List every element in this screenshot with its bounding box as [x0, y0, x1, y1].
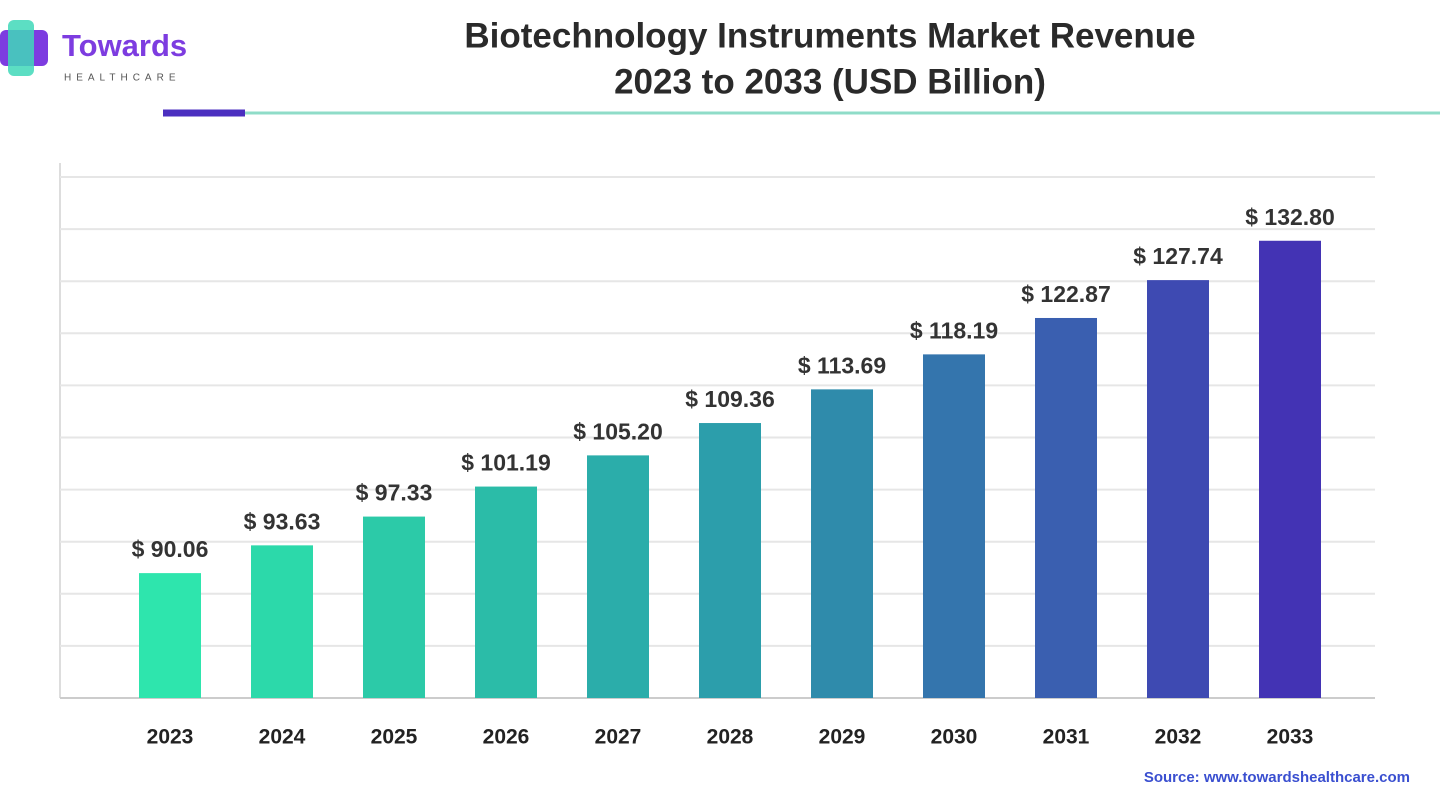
chart-title: 2023 to 2033 (USD Billion) [614, 62, 1046, 101]
logo-icon [8, 20, 34, 76]
logo-tagline: HEALTHCARE [64, 73, 181, 84]
x-tick-label: 2024 [259, 726, 306, 749]
bar [251, 545, 313, 698]
x-tick-label: 2031 [1043, 726, 1090, 749]
x-tick-label: 2033 [1267, 726, 1314, 749]
value-label: $ 127.74 [1133, 243, 1223, 269]
x-tick-label: 2025 [371, 726, 418, 749]
x-tick-label: 2023 [147, 726, 194, 749]
bar [363, 516, 425, 698]
x-tick-label: 2029 [819, 726, 866, 749]
bar [1035, 317, 1097, 698]
value-label: $ 122.87 [1021, 281, 1111, 307]
value-label: $ 109.36 [685, 386, 775, 412]
bar [1259, 240, 1321, 699]
x-tick-label: 2026 [483, 726, 530, 749]
value-label: $ 113.69 [798, 352, 886, 378]
value-label: $ 132.80 [1245, 204, 1335, 230]
x-tick-label: 2032 [1155, 726, 1202, 749]
x-tick-label: 2028 [707, 726, 754, 749]
x-tick-label: 2030 [931, 726, 978, 749]
chart-title: Biotechnology Instruments Market Revenue [464, 16, 1195, 55]
source: Source: www.towardshealthcare.com [1144, 769, 1410, 786]
logo: Towards HEALTHCARE [0, 20, 187, 84]
value-label: $ 105.20 [573, 418, 663, 444]
bar [475, 486, 537, 698]
bar [1147, 280, 1209, 698]
bar [587, 455, 649, 698]
value-label: $ 90.06 [132, 536, 209, 562]
bar [923, 354, 985, 698]
x-tick-label: 2027 [595, 726, 642, 749]
value-label: $ 118.19 [910, 317, 998, 343]
logo-name: Towards [62, 28, 187, 63]
bar [699, 423, 761, 698]
bar [139, 573, 201, 698]
value-label: $ 101.19 [461, 450, 551, 476]
value-label: $ 93.63 [244, 508, 321, 534]
bar [811, 389, 873, 698]
value-label: $ 97.33 [356, 480, 433, 506]
